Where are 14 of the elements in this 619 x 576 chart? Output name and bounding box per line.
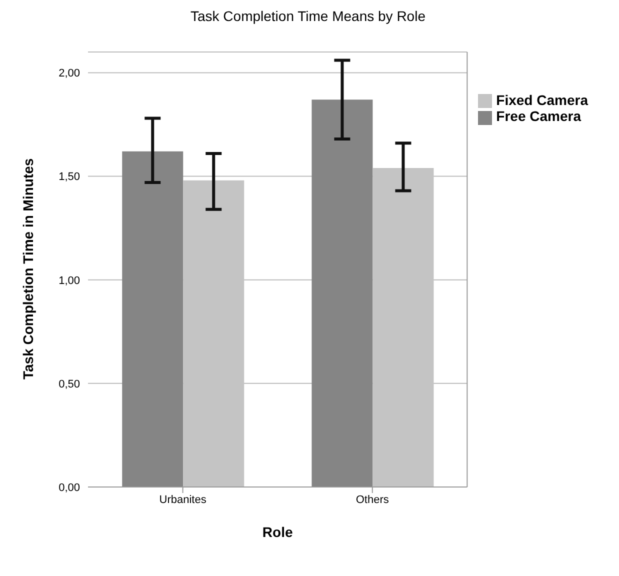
chart-title: Task Completion Time Means by Role (190, 8, 426, 24)
y-tick-label: 0,50 (58, 378, 80, 390)
bar (312, 100, 373, 487)
legend-label: Fixed Camera (496, 92, 588, 108)
bar (122, 151, 184, 487)
y-axis-title: Task Completion Time in Minutes (20, 158, 36, 380)
legend-label: Free Camera (496, 108, 581, 124)
x-axis-title: Role (262, 524, 293, 540)
x-tick-label: Others (356, 494, 390, 506)
y-tick-label: 1,00 (58, 274, 80, 287)
y-tick-label: 0,00 (58, 482, 80, 494)
y-tick-label: 2,00 (58, 68, 80, 80)
y-tick-label: 1,50 (58, 171, 80, 184)
x-tick-label: Urbanites (159, 494, 207, 506)
